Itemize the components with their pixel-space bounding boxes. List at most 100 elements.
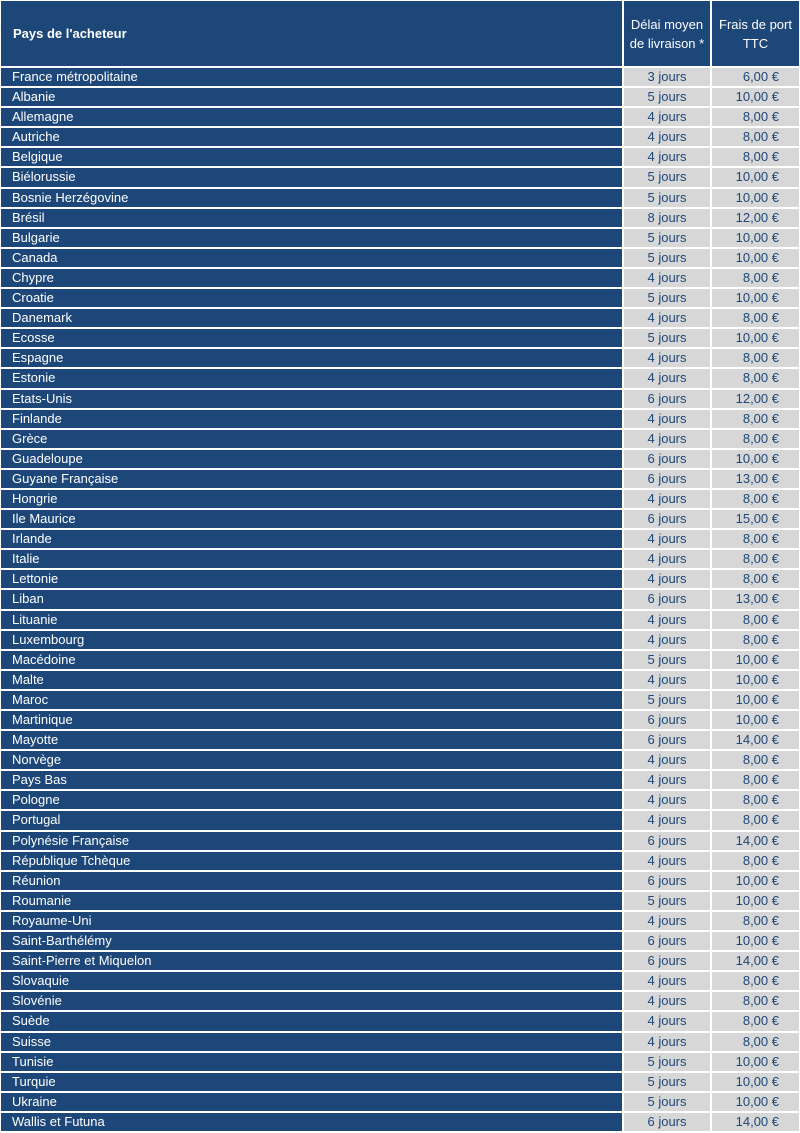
delay-cell: 4 jours: [623, 127, 711, 148]
delay-cell: 8 jours: [623, 207, 711, 228]
country-cell: Irlande: [0, 529, 623, 550]
price-cell: 8,00 €: [711, 529, 800, 550]
country-cell: Liban: [0, 589, 623, 610]
table-row: Pays Bas 4 jours 8,00 €: [0, 770, 800, 791]
table-row: Etats-Unis 6 jours 12,00 €: [0, 388, 800, 409]
price-cell: 8,00 €: [711, 609, 800, 630]
delay-cell: 6 jours: [623, 448, 711, 469]
delay-cell: 5 jours: [623, 328, 711, 349]
price-cell: 10,00 €: [711, 1071, 800, 1092]
delay-cell: 4 jours: [623, 971, 711, 992]
price-cell: 8,00 €: [711, 790, 800, 811]
price-cell: 8,00 €: [711, 629, 800, 650]
table-row: Luxembourg 4 jours 8,00 €: [0, 629, 800, 650]
table-row: Bosnie Herzégovine 5 jours 10,00 €: [0, 187, 800, 208]
country-cell: Slovénie: [0, 991, 623, 1012]
price-cell: 8,00 €: [711, 428, 800, 449]
price-cell: 10,00 €: [711, 328, 800, 349]
country-cell: Pays Bas: [0, 770, 623, 791]
country-cell: Croatie: [0, 288, 623, 309]
header-delay: Délai moyen de livraison *: [623, 0, 711, 67]
header-delay-line1: Délai moyen: [630, 16, 704, 32]
country-cell: Belgique: [0, 147, 623, 168]
delay-cell: 6 jours: [623, 730, 711, 751]
country-cell: Suisse: [0, 1031, 623, 1052]
table-row: Portugal 4 jours 8,00 €: [0, 810, 800, 831]
country-cell: Turquie: [0, 1071, 623, 1092]
table-row: Irlande 4 jours 8,00 €: [0, 529, 800, 550]
table-row: Pologne 4 jours 8,00 €: [0, 790, 800, 811]
header-country: Pays de l'acheteur: [0, 0, 623, 67]
table-row: Suisse 4 jours 8,00 €: [0, 1031, 800, 1052]
delay-cell: 4 jours: [623, 991, 711, 1012]
price-cell: 10,00 €: [711, 87, 800, 108]
delay-cell: 6 jours: [623, 951, 711, 972]
price-cell: 10,00 €: [711, 1091, 800, 1112]
country-cell: Italie: [0, 549, 623, 570]
price-cell: 10,00 €: [711, 931, 800, 952]
delay-cell: 6 jours: [623, 509, 711, 530]
country-cell: Wallis et Futuna: [0, 1111, 623, 1132]
country-cell: France métropolitaine: [0, 67, 623, 88]
delay-cell: 6 jours: [623, 710, 711, 731]
delay-cell: 5 jours: [623, 1051, 711, 1072]
country-cell: Albanie: [0, 87, 623, 108]
table-row: Ukraine 5 jours 10,00 €: [0, 1091, 800, 1112]
country-cell: Ile Maurice: [0, 509, 623, 530]
country-cell: Allemagne: [0, 107, 623, 128]
country-cell: Estonie: [0, 368, 623, 389]
country-cell: Grèce: [0, 428, 623, 449]
price-cell: 10,00 €: [711, 187, 800, 208]
table-body: France métropolitaine 3 jours 6,00 € Albani…: [0, 67, 800, 1132]
table-row: Biélorussie 5 jours 10,00 €: [0, 167, 800, 188]
delay-cell: 4 jours: [623, 609, 711, 630]
delay-cell: 4 jours: [623, 529, 711, 550]
country-cell: Ecosse: [0, 328, 623, 349]
table-row: Saint-Pierre et Miquelon 6 jours 14,00 €: [0, 951, 800, 972]
delay-cell: 5 jours: [623, 247, 711, 268]
country-cell: Saint-Barthélémy: [0, 931, 623, 952]
table-row: Guadeloupe 6 jours 10,00 €: [0, 448, 800, 469]
country-cell: Lettonie: [0, 569, 623, 590]
country-cell: Lituanie: [0, 609, 623, 630]
table-row: Lettonie 4 jours 8,00 €: [0, 569, 800, 590]
table-row: Brésil 8 jours 12,00 €: [0, 207, 800, 228]
price-cell: 8,00 €: [711, 971, 800, 992]
price-cell: 8,00 €: [711, 488, 800, 510]
price-cell: 8,00 €: [711, 991, 800, 1012]
delay-cell: 4 jours: [623, 629, 711, 650]
price-cell: 14,00 €: [711, 730, 800, 751]
delay-cell: 4 jours: [623, 267, 711, 289]
table-row: Ile Maurice 6 jours 15,00 €: [0, 509, 800, 530]
table-row: République Tchèque 4 jours 8,00 €: [0, 850, 800, 871]
delay-cell: 5 jours: [623, 1071, 711, 1092]
price-cell: 10,00 €: [711, 167, 800, 188]
price-cell: 12,00 €: [711, 388, 800, 409]
table-row: France métropolitaine 3 jours 6,00 €: [0, 67, 800, 88]
price-cell: 8,00 €: [711, 127, 800, 148]
price-cell: 14,00 €: [711, 951, 800, 972]
country-cell: Maroc: [0, 689, 623, 710]
delay-cell: 4 jours: [623, 850, 711, 871]
delay-cell: 4 jours: [623, 107, 711, 128]
table-row: Wallis et Futuna 6 jours 14,00 €: [0, 1111, 800, 1132]
delay-cell: 4 jours: [623, 750, 711, 771]
price-cell: 8,00 €: [711, 569, 800, 590]
delay-cell: 4 jours: [623, 147, 711, 168]
price-cell: 10,00 €: [711, 288, 800, 309]
price-cell: 8,00 €: [711, 267, 800, 289]
price-cell: 10,00 €: [711, 649, 800, 670]
price-cell: 8,00 €: [711, 107, 800, 128]
table-row: Royaume-Uni 4 jours 8,00 €: [0, 910, 800, 932]
price-cell: 10,00 €: [711, 710, 800, 731]
delay-cell: 4 jours: [623, 569, 711, 590]
table-header: Pays de l'acheteur Délai moyen de livrais…: [0, 0, 800, 67]
price-cell: 8,00 €: [711, 770, 800, 791]
price-cell: 10,00 €: [711, 890, 800, 911]
price-cell: 13,00 €: [711, 589, 800, 610]
country-cell: Malte: [0, 669, 623, 690]
delay-cell: 6 jours: [623, 870, 711, 891]
price-cell: 8,00 €: [711, 348, 800, 369]
price-cell: 12,00 €: [711, 207, 800, 228]
delay-cell: 4 jours: [623, 549, 711, 570]
